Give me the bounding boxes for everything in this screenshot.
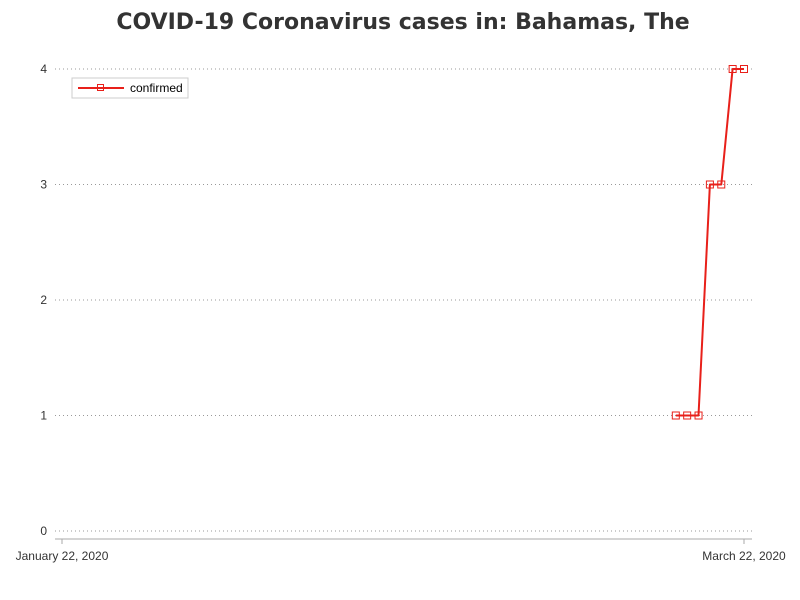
chart-title: COVID-19 Coronavirus cases in: Bahamas, …	[116, 10, 690, 35]
legend: confirmed	[71, 77, 189, 99]
y-tick-label-1: 1	[40, 409, 47, 423]
legend-label-confirmed: confirmed	[130, 81, 183, 95]
data-point-confirmed-2	[694, 411, 703, 420]
gridlines	[55, 68, 752, 532]
y-tick-labels: 0 1 2 3 4	[40, 62, 47, 538]
y-tick-label-0: 0	[40, 524, 47, 538]
data-point-confirmed-3	[705, 180, 714, 189]
y-tick-label-4: 4	[40, 62, 47, 76]
data-point-confirmed-0	[671, 411, 680, 420]
x-tick-label-1: March 22, 2020	[702, 549, 786, 563]
y-tick-label-3: 3	[40, 178, 47, 192]
data-point-confirmed-1	[683, 411, 692, 420]
x-tick-labels: January 22, 2020 March 22, 2020	[16, 549, 786, 563]
legend-marker	[97, 84, 104, 91]
y-tick-label-2: 2	[40, 293, 47, 307]
x-tick-label-0: January 22, 2020	[16, 549, 109, 563]
data-point-confirmed-5	[728, 65, 737, 73]
legend-box	[71, 77, 189, 99]
data-point-confirmed-6	[740, 65, 748, 73]
data-point-confirmed-4	[717, 180, 726, 189]
series-line-confirmed	[675, 68, 744, 417]
axes	[55, 538, 752, 544]
series-confirmed	[671, 65, 748, 420]
